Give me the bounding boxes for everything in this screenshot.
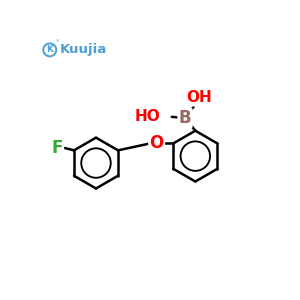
Text: K: K [46,45,53,54]
Text: OH: OH [186,90,212,105]
Text: °: ° [56,40,59,46]
Text: HO: HO [134,109,160,124]
Text: O: O [150,134,164,152]
Text: B: B [178,109,191,127]
Text: Kuujia: Kuujia [60,44,107,56]
Text: F: F [51,139,63,157]
